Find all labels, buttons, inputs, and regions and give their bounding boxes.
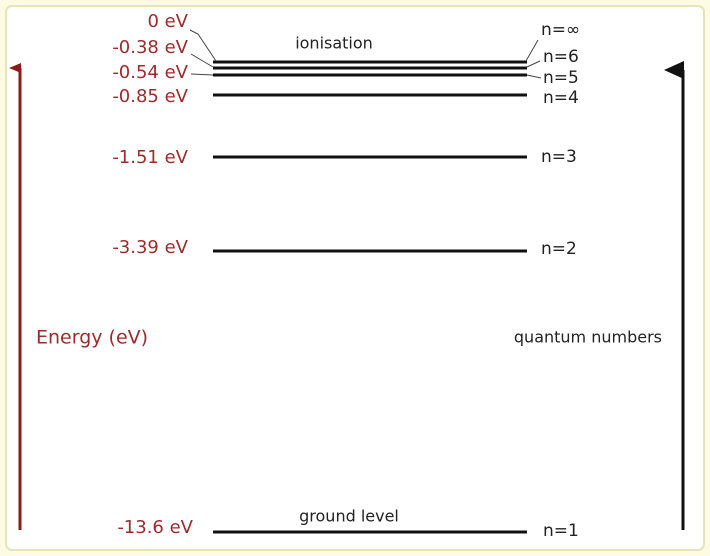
quantum-label: n=2 xyxy=(541,239,577,259)
connector xyxy=(190,53,214,68)
panel xyxy=(5,5,705,551)
connector xyxy=(525,39,539,62)
energy-label: -3.39 eV xyxy=(112,237,188,258)
quantum-label: n=4 xyxy=(543,88,579,108)
energy-label: -0.38 eV xyxy=(112,37,188,58)
connector xyxy=(526,74,542,79)
quantum-axis-label: quantum numbers xyxy=(514,328,662,347)
connector xyxy=(190,73,214,76)
ground-label: ground level xyxy=(299,507,399,526)
quantum-label: n=6 xyxy=(543,47,579,67)
energy-label: 0 eV xyxy=(147,11,188,32)
energy-axis-label: Energy (eV) xyxy=(36,327,148,349)
energy-label: -13.6 eV xyxy=(117,517,193,538)
quantum-label: n=3 xyxy=(541,147,577,167)
quantum-label: n=1 xyxy=(543,521,579,541)
energy-label: -1.51 eV xyxy=(112,147,188,168)
connector xyxy=(526,60,541,68)
connector xyxy=(189,29,217,62)
energy-label: -0.85 eV xyxy=(112,86,188,107)
energy-label: -0.54 eV xyxy=(112,62,188,83)
ionisation-label: ionisation xyxy=(295,34,373,53)
quantum-label: n=∞ xyxy=(541,20,580,40)
quantum-label: n=5 xyxy=(543,68,579,88)
